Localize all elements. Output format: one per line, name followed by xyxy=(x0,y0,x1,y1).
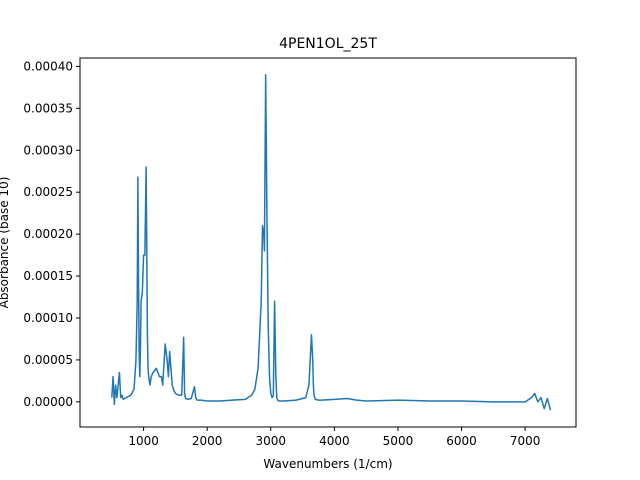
x-tick-label: 7000 xyxy=(510,434,541,448)
y-tick-label: 0.00035 xyxy=(23,101,73,115)
y-tick-label: 0.00025 xyxy=(23,185,73,199)
y-tick-label: 0.00040 xyxy=(23,59,73,73)
x-tick-label: 2000 xyxy=(192,434,223,448)
x-tick-label: 1000 xyxy=(128,434,159,448)
plot-layer xyxy=(111,74,552,411)
chart-title: 4PEN1OL_25T xyxy=(279,36,377,52)
y-tick-label: 0.00005 xyxy=(23,353,73,367)
x-tick-label: 6000 xyxy=(446,434,477,448)
x-tick-label: 5000 xyxy=(383,434,414,448)
plot-background xyxy=(80,58,576,427)
x-tick-label: 3000 xyxy=(255,434,286,448)
x-tick-label: 4000 xyxy=(319,434,350,448)
y-tick-label: 0.00015 xyxy=(23,269,73,283)
y-tick-label: 0.00030 xyxy=(23,143,73,157)
x-axis-label: Wavenumbers (1/cm) xyxy=(263,457,392,471)
plot-frame xyxy=(79,57,577,428)
series-line-0 xyxy=(111,74,552,411)
ticks-layer: 1000 2000 3000 4000 5000 6000 7000 0.00000 0.000… xyxy=(23,59,540,448)
y-tick-label: 0.00020 xyxy=(23,227,73,241)
y-tick-label: 0.00000 xyxy=(23,395,73,409)
y-axis-label: Absorbance (base 10) xyxy=(0,177,11,309)
y-tick-label: 0.00010 xyxy=(23,311,73,325)
